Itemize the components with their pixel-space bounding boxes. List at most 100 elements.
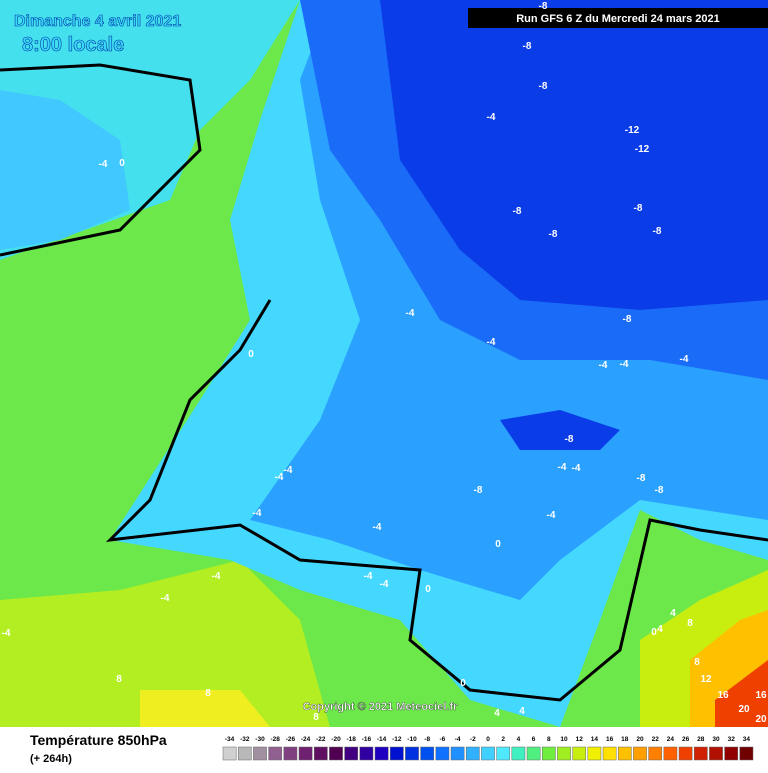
legend-swatch [572, 746, 587, 761]
contour-label: -4 [680, 354, 689, 365]
legend-swatch [617, 746, 632, 761]
contour-label: 4 [519, 706, 525, 717]
contour-label: 0 [460, 678, 466, 689]
contour-label: -4 [99, 159, 108, 170]
contour-label: -12 [625, 125, 640, 136]
zone-iberia [0, 560, 330, 727]
zone-coldest [380, 0, 768, 310]
contour-label: -4 [487, 112, 496, 123]
legend-swatch [648, 746, 663, 761]
contour-label: -4 [275, 472, 284, 483]
contour-label: -4 [253, 508, 262, 519]
zone-atlantic-low [0, 90, 130, 250]
contour-label: -4 [364, 571, 373, 582]
legend-swatch [739, 746, 754, 761]
legend-swatch [450, 746, 465, 761]
map-time: 8:00 locale [22, 34, 124, 56]
contour-label: 8 [116, 674, 122, 685]
zone-alps-cold [500, 410, 620, 450]
contour-label: -4 [572, 463, 581, 474]
run-info: Run GFS 6 Z du Mercredi 24 mars 2021 [516, 13, 720, 25]
legend-tick-label: -8 [424, 736, 430, 743]
legend-tick-label: 34 [743, 736, 751, 743]
legend-swatch [283, 746, 298, 761]
contour-label: 0 [651, 627, 657, 638]
legend-swatch [237, 746, 252, 761]
contour-label: -8 [653, 226, 662, 237]
contour-label: -4 [161, 593, 170, 604]
legend-swatch [329, 746, 343, 761]
contour-label: 8 [205, 688, 211, 699]
legend-tick-label: 28 [697, 736, 705, 743]
legend-swatch [268, 746, 283, 761]
legend-swatch [511, 746, 526, 761]
legend-tick-label: -12 [392, 736, 402, 743]
contour-0 [0, 63, 202, 257]
legend-tick-label: 18 [621, 736, 629, 743]
legend-swatch [541, 746, 556, 761]
legend-tick-label: 24 [667, 736, 675, 743]
legend-tick-label: -14 [377, 736, 387, 743]
legend-tick-label: 16 [606, 736, 614, 743]
legend-tick-label: 32 [728, 736, 736, 743]
legend-swatch [663, 746, 678, 761]
contour-label: -8 [623, 314, 632, 325]
legend-swatch [313, 746, 328, 761]
contour-label: -4 [380, 579, 389, 590]
contour-label: 0 [119, 158, 125, 169]
contour-label: 20 [755, 714, 767, 725]
contour-label: -8 [565, 434, 574, 445]
contour-label: -8 [637, 473, 646, 484]
contour-label: 12 [700, 674, 712, 685]
legend-swatch [465, 746, 480, 761]
legend-swatch [678, 746, 693, 761]
copyright: Copyright © 2021 Meteociel.fr [303, 701, 459, 713]
legend-swatch [389, 746, 404, 761]
legend-swatch [374, 746, 389, 761]
contour-label: -8 [634, 203, 643, 214]
contour-label: -12 [635, 144, 650, 155]
legend-tick-label: -28 [270, 736, 280, 743]
legend-tick-label: -18 [346, 736, 356, 743]
legend-tick-label: 2 [501, 736, 505, 743]
contour-label: -8 [539, 81, 548, 92]
legend-tick-label: 0 [486, 736, 490, 743]
legend-tick-label: 26 [682, 736, 690, 743]
legend-tick-label: 20 [636, 736, 644, 743]
contour-label: 20 [738, 704, 750, 715]
legend-swatch [587, 746, 602, 761]
legend-tick-label: -24 [301, 736, 311, 743]
legend-tick-label: 12 [576, 736, 584, 743]
legend-tick-label: -22 [316, 736, 326, 743]
contour-label: -4 [212, 571, 221, 582]
legend-tick-label: -6 [440, 736, 446, 743]
legend-swatch [359, 746, 374, 761]
legend-swatch [709, 746, 723, 761]
legend-swatch [435, 746, 450, 761]
contour-label: 8 [694, 657, 700, 668]
contour-label: -8 [549, 229, 558, 240]
contour-label: 8 [313, 712, 319, 723]
contour-label: 4 [670, 608, 676, 619]
contour-label: 4 [494, 708, 500, 719]
contour-label: 8 [687, 618, 693, 629]
legend-tick-label: -2 [470, 736, 476, 743]
contour-label: -4 [487, 337, 496, 348]
contour-label: 16 [717, 690, 729, 701]
legend-swatch [481, 746, 495, 761]
legend-lead: (+ 264h) [30, 753, 72, 765]
legend-tick-label: 30 [712, 736, 720, 743]
contour-label: 4 [657, 624, 663, 635]
legend-swatch [222, 746, 237, 761]
contour-label: -4 [284, 465, 293, 476]
contour-label: -4 [620, 359, 629, 370]
zone-warm-south [140, 690, 270, 727]
contour-label: -8 [474, 485, 483, 496]
legend-tick-label: 22 [652, 736, 660, 743]
legend-swatch [420, 746, 435, 761]
legend-tick-label: -32 [240, 736, 250, 743]
legend-swatch [633, 746, 647, 761]
zone-east-hottest [715, 660, 768, 727]
contour-label: -4 [373, 522, 382, 533]
